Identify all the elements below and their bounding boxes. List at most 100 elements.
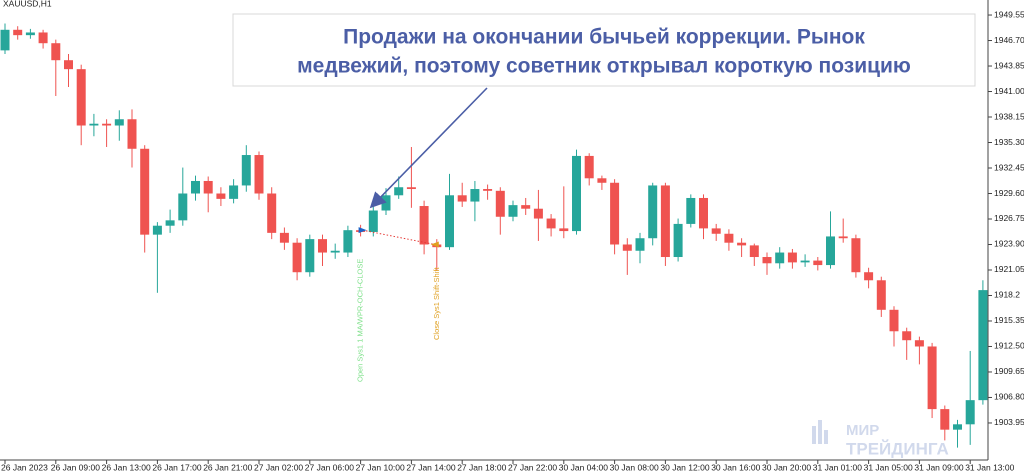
candle-body <box>876 280 886 310</box>
candle-body <box>851 238 861 273</box>
candle-body <box>940 409 950 430</box>
candle-body <box>127 119 137 149</box>
x-tick-label: 27 Jan 22:00 <box>508 462 557 472</box>
candle-body <box>343 230 353 253</box>
candle-body <box>114 119 124 126</box>
y-tick-label: 1909.65 <box>994 366 1024 376</box>
candle-body <box>64 60 73 70</box>
x-tick-label: 26 Jan 09:00 <box>51 462 100 472</box>
candle-body <box>381 195 391 211</box>
candle-body <box>737 242 747 246</box>
candle-body <box>686 197 696 224</box>
y-tick-label: 1926.75 <box>994 213 1024 223</box>
candle-body <box>826 236 835 266</box>
candle-body <box>89 123 99 126</box>
candle-body <box>610 182 620 245</box>
candle-body <box>762 257 772 264</box>
candle-body <box>241 155 251 186</box>
candle-body <box>775 252 785 264</box>
x-tick-label: 31 Jan 13:00 <box>965 462 1014 472</box>
y-tick-label: 1929.60 <box>994 188 1024 198</box>
trade-open-marker <box>358 227 367 234</box>
candle-body <box>51 43 61 61</box>
x-tick-label: 27 Jan 10:00 <box>356 462 405 472</box>
candle-body <box>254 155 264 194</box>
candle-body <box>178 193 188 221</box>
candle-body <box>927 346 937 410</box>
x-tick-label: 30 Jan 20:00 <box>762 462 811 472</box>
x-tick-label: 26 Jan 2023 <box>1 462 48 472</box>
candle-body <box>191 180 200 194</box>
candle-body <box>673 223 683 258</box>
candle-body <box>165 220 175 226</box>
candle-body <box>749 245 759 258</box>
candle-body <box>483 189 493 191</box>
candle-body <box>546 218 556 229</box>
candle-body <box>597 178 607 183</box>
candle-body <box>572 155 581 232</box>
y-tick-label: 1946.70 <box>994 35 1024 45</box>
x-tick-label: 27 Jan 02:00 <box>254 462 303 472</box>
x-tick-label: 26 Jan 13:00 <box>102 462 151 472</box>
candle-body <box>419 206 429 245</box>
candle-body <box>800 260 810 263</box>
x-tick-label: 30 Jan 08:00 <box>610 462 659 472</box>
candle-body <box>660 185 670 258</box>
trade-open-label: Open Sys1 1 MA/WPR-OCH-CLOSE <box>356 259 365 382</box>
candle-body <box>394 187 404 196</box>
x-tick-label: 26 Jan 21:00 <box>203 462 252 472</box>
x-tick-label: 27 Jan 06:00 <box>305 462 354 472</box>
watermark-line: ТРЕЙДИНГА <box>846 439 949 458</box>
x-tick-label: 31 Jan 05:00 <box>864 462 913 472</box>
y-tick-label: 1932.45 <box>994 162 1024 172</box>
candle-body <box>279 232 289 243</box>
y-tick-label: 1938.15 <box>994 111 1024 121</box>
candle-body <box>622 244 632 251</box>
symbol-title: XAUUSD,H1 <box>3 0 52 8</box>
candle-body <box>152 225 162 235</box>
candle-body <box>140 148 150 235</box>
annotation-arrow <box>369 87 488 209</box>
candle-body <box>406 187 416 190</box>
x-tick-label: 31 Jan 09:00 <box>914 462 963 472</box>
candle-body <box>76 69 86 126</box>
candle-body <box>711 228 721 234</box>
candle-body <box>470 189 480 202</box>
x-tick-label: 30 Jan 04:00 <box>559 462 608 472</box>
candle-body <box>699 197 708 229</box>
candle-body <box>953 424 962 430</box>
candle-body <box>864 272 874 281</box>
candle-body <box>292 242 302 273</box>
y-tick-label: 1923.90 <box>994 239 1024 249</box>
y-tick-label: 1918.2 <box>994 290 1020 300</box>
candle-body <box>203 180 213 194</box>
candle-body <box>559 228 569 232</box>
watermark-line: МИР <box>846 422 879 439</box>
watermark: МИР ТРЕЙДИНГА <box>812 420 949 458</box>
y-tick-label: 1935.30 <box>994 137 1024 147</box>
x-tick-label: 26 Jan 17:00 <box>152 462 201 472</box>
candle-body <box>838 236 848 239</box>
candle-body <box>229 185 239 199</box>
x-tick-label: 30 Jan 16:00 <box>711 462 760 472</box>
candle-body <box>533 208 543 219</box>
candle-body <box>102 123 112 126</box>
annotation-box <box>232 13 976 87</box>
candle-body <box>965 400 975 425</box>
candle-body <box>724 233 734 243</box>
candle-body <box>521 205 531 209</box>
candle-body <box>368 210 378 232</box>
y-tick-label: 1912.50 <box>994 341 1024 351</box>
candle-body <box>216 193 226 199</box>
candle-body <box>635 238 645 251</box>
candle-body <box>889 309 899 332</box>
candle-body <box>584 155 594 179</box>
candle-body <box>787 252 797 263</box>
annotation-text: медвежий, поэтому советник открывал коро… <box>297 55 911 78</box>
y-tick-label: 1903.95 <box>994 417 1024 427</box>
y-tick-label: 1949.55 <box>994 9 1024 19</box>
trade-close-label: Close Sys1 Shift-Shift <box>432 267 441 340</box>
candle-body <box>330 250 340 253</box>
y-tick-label: 1906.80 <box>994 392 1024 402</box>
